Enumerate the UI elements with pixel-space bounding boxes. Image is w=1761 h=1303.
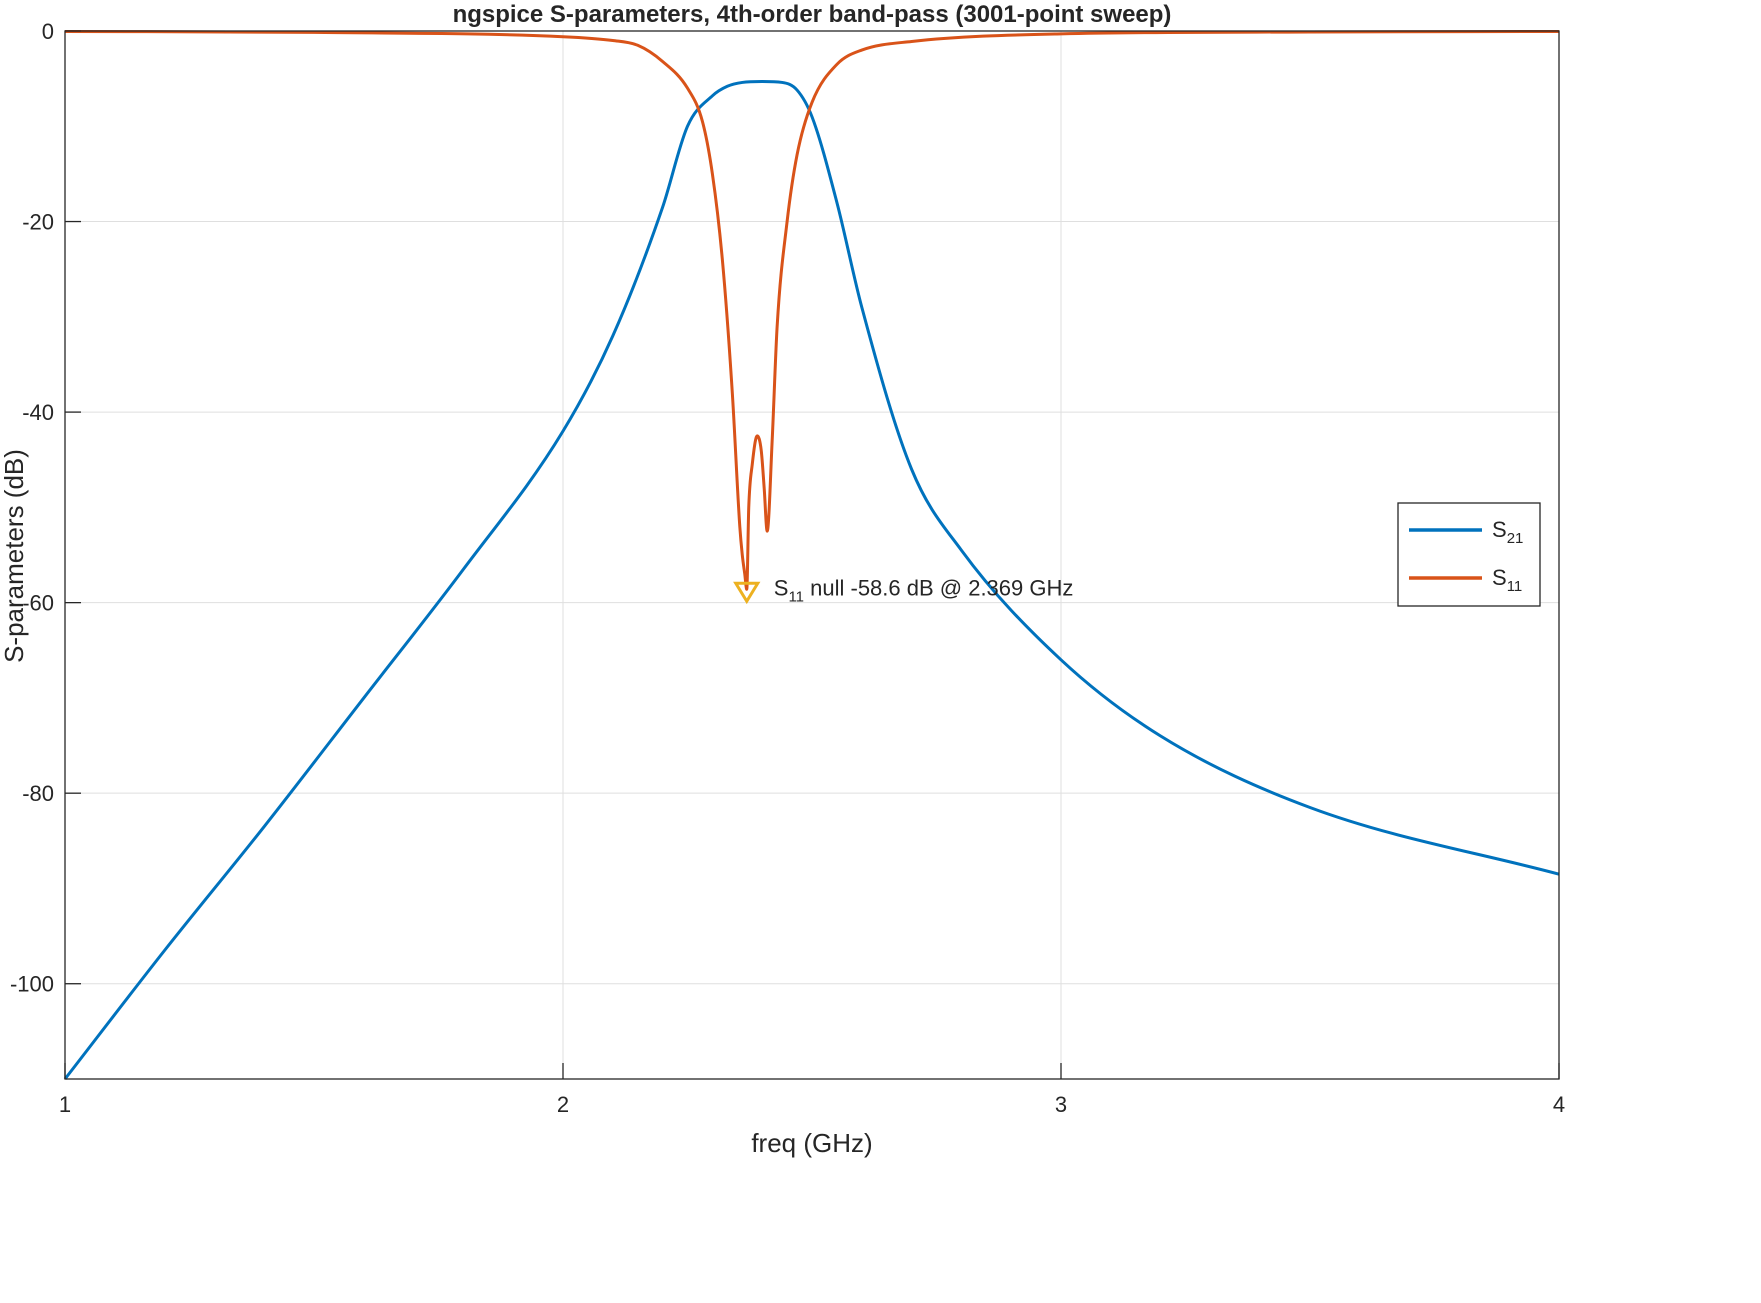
- y-tick-label: -80: [22, 781, 54, 806]
- y-axis-label: S-parameters (dB): [0, 449, 29, 663]
- null-label-text: null -58.6 dB @ 2.369 GHz: [804, 575, 1073, 600]
- y-tick-label: -40: [22, 400, 54, 425]
- y-tick-label: -20: [22, 210, 54, 235]
- legend: S21 S11: [1397, 502, 1541, 607]
- x-axis-label: freq (GHz): [751, 1128, 872, 1158]
- null-label-sub: 11: [788, 588, 804, 605]
- legend-s21-sub: 21: [1507, 530, 1524, 547]
- legend-label-s21: S21: [1492, 517, 1523, 547]
- axes-box: [64, 30, 1560, 1080]
- x-tick-label: 1: [59, 1092, 71, 1117]
- x-tick-label: 3: [1055, 1092, 1067, 1117]
- null-label-main: S: [774, 575, 789, 600]
- null-annotation: S11 null -58.6 dB @ 2.369 GHz: [733, 575, 1074, 605]
- series-line-s21: [63, 79, 1560, 1080]
- axes: 1 2 3 4 0 -20 -40 -60 -80 -100: [10, 19, 1565, 1117]
- chart-title: ngspice S-parameters, 4th-order band-pas…: [453, 1, 1172, 28]
- legend-box: [1397, 502, 1541, 607]
- legend-s11-sub: 11: [1507, 578, 1523, 595]
- series-lines: [63, 29, 1560, 1080]
- x-tick-label: 4: [1553, 1092, 1565, 1117]
- legend-s11-main: S: [1492, 565, 1507, 590]
- series-line-s11: [64, 29, 1560, 591]
- x-tick-label: 2: [557, 1092, 569, 1117]
- y-tick-label: -60: [22, 591, 54, 616]
- legend-label-s11: S11: [1492, 565, 1522, 595]
- legend-s21-main: S: [1492, 517, 1507, 542]
- y-tick-label: -100: [10, 972, 54, 997]
- null-annotation-label: S11 null -58.6 dB @ 2.369 GHz: [774, 575, 1074, 605]
- null-marker: [733, 581, 761, 605]
- y-tick-label: 0: [42, 19, 54, 44]
